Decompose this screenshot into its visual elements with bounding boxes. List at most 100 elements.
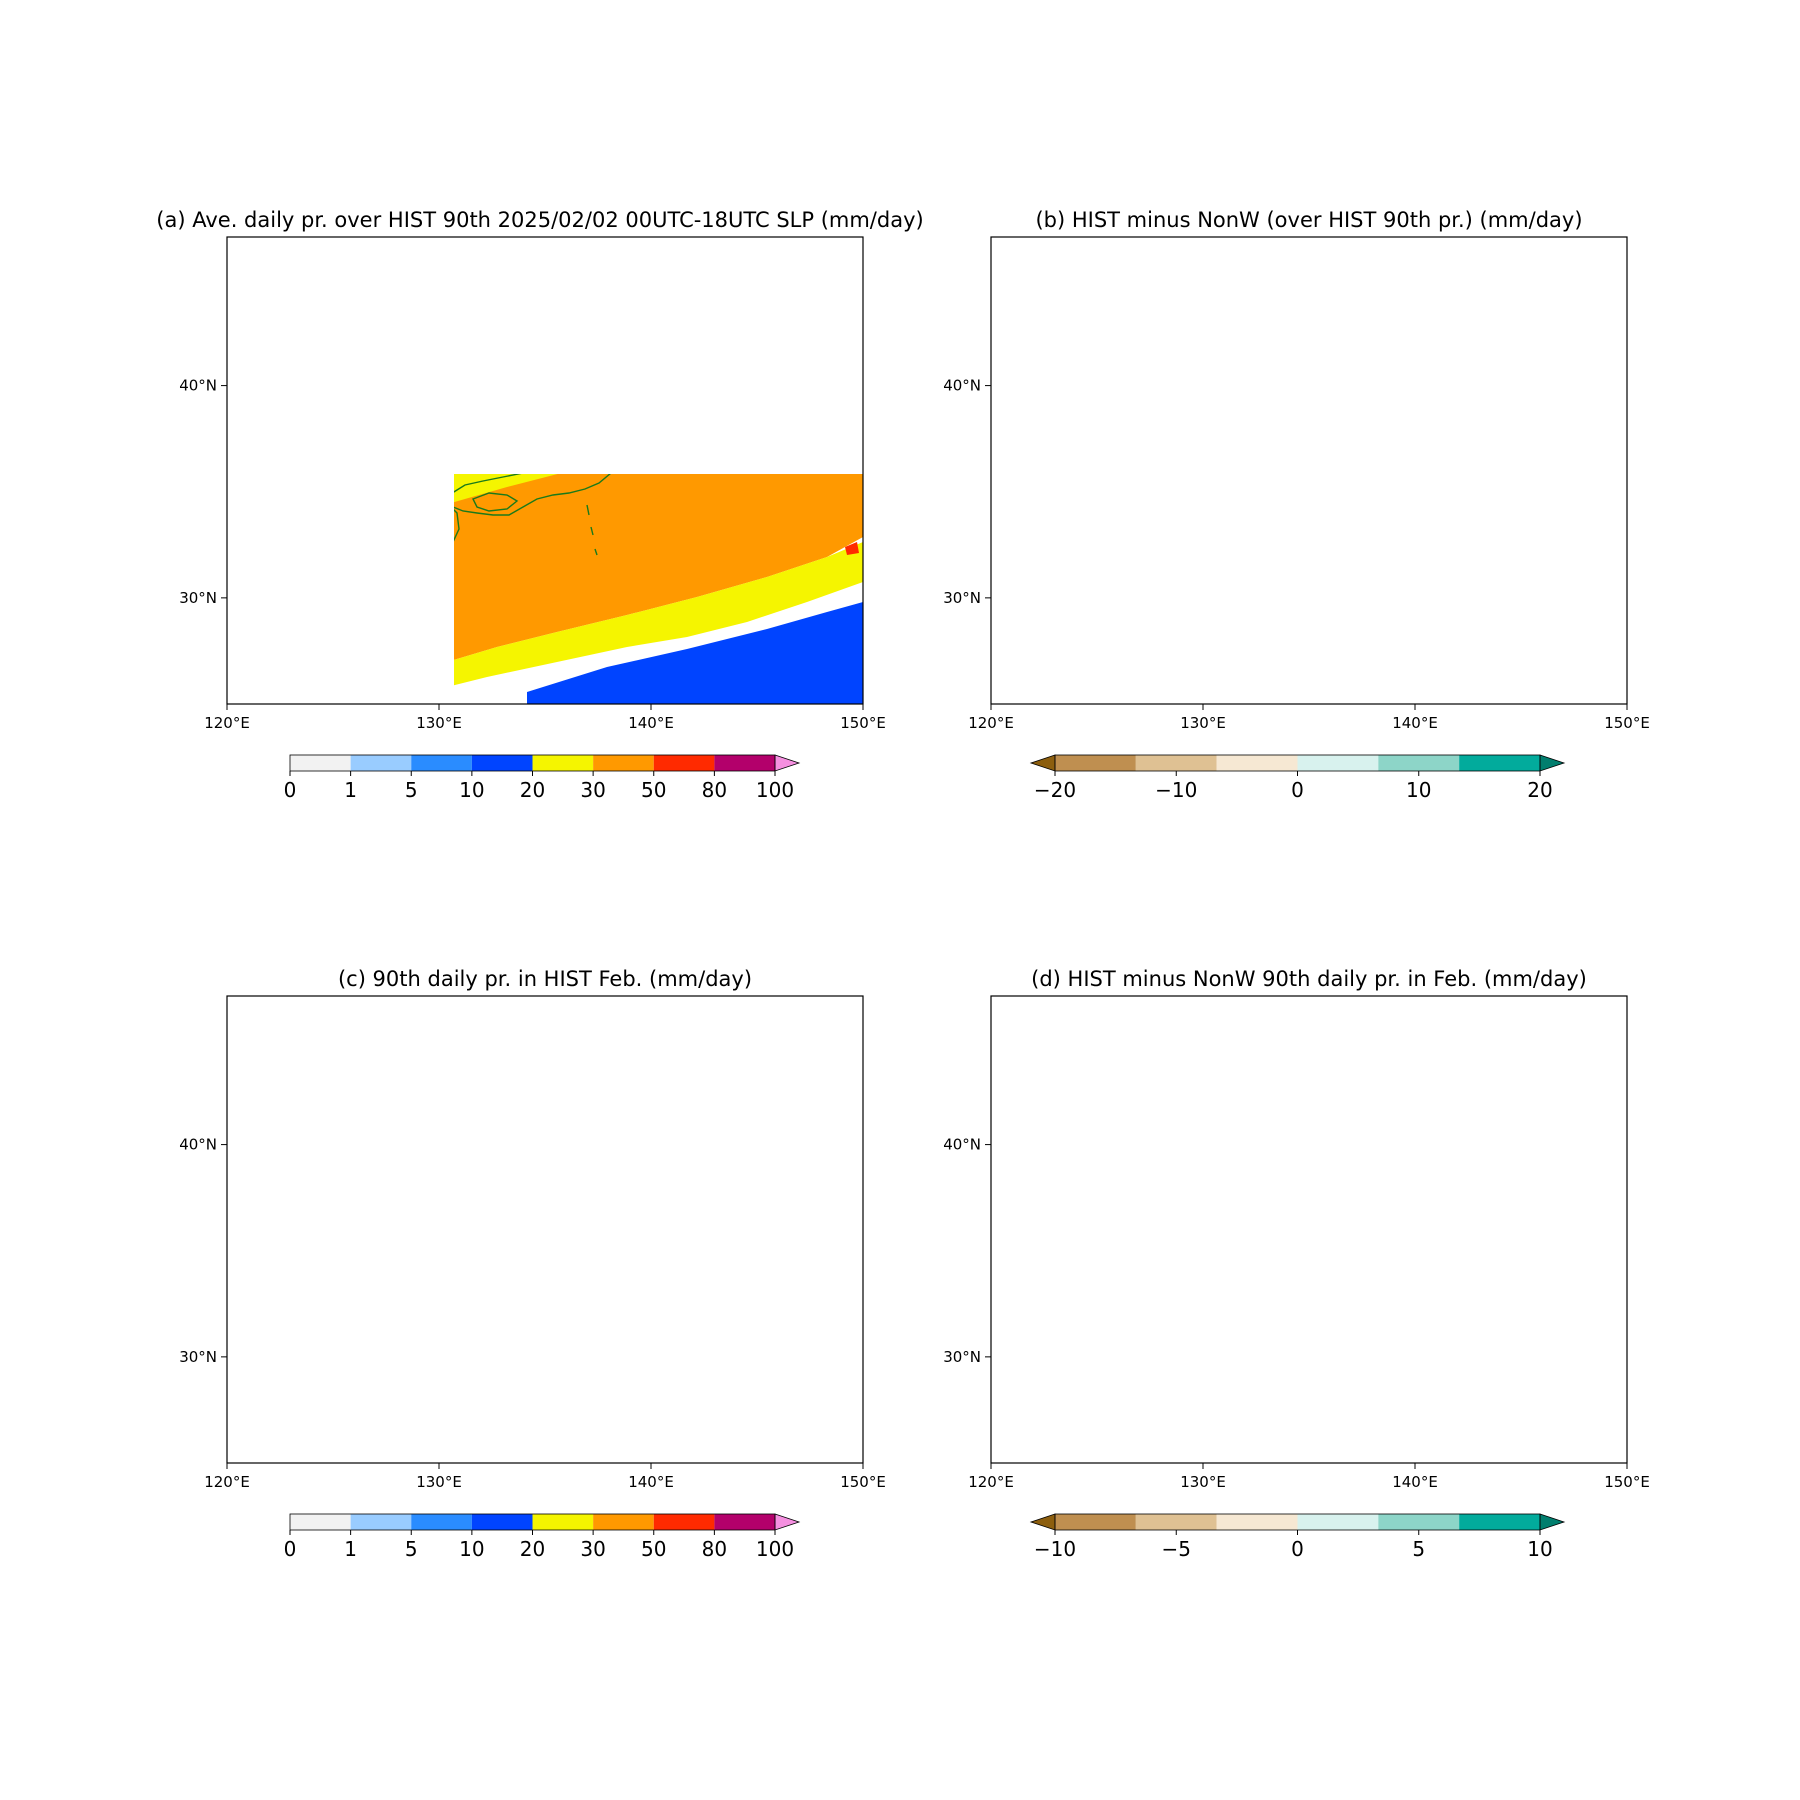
panel-d: (d) HIST minus NonW 90th daily pr. in Fe…: [990, 967, 1628, 1464]
panel-axes: 120°E 130°E 140°E 150°E 40°N 30°N: [943, 377, 1650, 732]
panel-d-difference-field: [991, 996, 1627, 1463]
colorbar-segment: [653, 1514, 715, 1530]
lon-tick-label: 120°E: [204, 1473, 250, 1491]
colorbar-label: 100: [756, 1537, 794, 1561]
colorbar-label: 30: [580, 1537, 605, 1561]
colorbar-segment: [411, 755, 472, 771]
panel-b: (b) HIST minus NonW (over HIST 90th pr.)…: [990, 208, 1628, 705]
colorbar-label: 20: [520, 1537, 545, 1561]
colorbar-label: 100: [756, 778, 794, 802]
lon-tick-label: 130°E: [1180, 714, 1226, 732]
colorbar-segment: [1297, 1514, 1379, 1530]
lon-tick-label: 140°E: [628, 1473, 674, 1491]
lat-tick-label: 30°N: [179, 589, 217, 607]
colorbar-segment: [1378, 1514, 1460, 1530]
lon-tick-label: 140°E: [1392, 714, 1438, 732]
colorbar-label: 5: [405, 778, 418, 802]
colorbar-segment: [1297, 755, 1379, 771]
colorbar-segment: [714, 755, 775, 771]
lat-tick-label: 40°N: [943, 377, 981, 395]
colorbar-segment: [1459, 1514, 1540, 1530]
colorbar-extend-max: [774, 1513, 801, 1531]
panel-d-title: (d) HIST minus NonW 90th daily pr. in Fe…: [1031, 967, 1587, 991]
lat-tick-label: 30°N: [179, 1348, 217, 1366]
colorbar-segment: [1055, 1514, 1136, 1530]
lon-tick-label: 120°E: [968, 714, 1014, 732]
lat-tick-label: 30°N: [943, 1348, 981, 1366]
colorbar-label: 0: [1291, 778, 1304, 802]
lon-tick-label: 140°E: [628, 714, 674, 732]
colorbar-segment: [350, 755, 412, 771]
colorbar-segment: [1378, 755, 1460, 771]
lat-tick-label: 30°N: [943, 589, 981, 607]
colorbar-segment: [1135, 1514, 1217, 1530]
colorbar-extend-min: [1029, 754, 1056, 772]
colorbar-segment: [593, 1514, 654, 1530]
panel-c-coastline: [227, 996, 812, 1463]
colorbar-segment: [532, 1514, 594, 1530]
colorbar-label: 50: [641, 778, 666, 802]
panel-d-frame: [990, 995, 1628, 1464]
lon-tick-label: 120°E: [204, 714, 250, 732]
panel-a: (a) Ave. daily pr. over HIST 90th 2025/0…: [156, 208, 924, 705]
colorbar: −20 −10 0 10 20: [1029, 754, 1566, 802]
panel-b-difference-field: [1001, 292, 1627, 704]
colorbar-segment: [532, 755, 594, 771]
panel-a-title: (a) Ave. daily pr. over HIST 90th 2025/0…: [156, 208, 923, 232]
panel-a-frame: [226, 236, 864, 705]
panel-d-stippling: [991, 996, 1627, 1463]
panel-b-frame: [990, 236, 1628, 705]
colorbar-segment: [290, 1514, 351, 1530]
colorbar: 0 1 5 10 20 30 50 80 100: [284, 754, 801, 802]
colorbar-label: −10: [1034, 1537, 1076, 1561]
colorbar-label: 80: [702, 778, 727, 802]
colorbar-segment: [653, 755, 715, 771]
colorbar-label: 50: [641, 1537, 666, 1561]
colorbar-label: 1: [344, 1537, 357, 1561]
colorbar-segment: [290, 755, 351, 771]
lat-tick-label: 40°N: [179, 1136, 217, 1154]
colorbar-label: 20: [1527, 778, 1552, 802]
panel-c: (c) 90th daily pr. in HIST Feb. (mm/day): [226, 967, 864, 1464]
lon-tick-label: 150°E: [1604, 714, 1650, 732]
colorbar-label: −20: [1034, 778, 1076, 802]
lon-tick-label: 130°E: [1180, 1473, 1226, 1491]
colorbar-segment: [593, 755, 654, 771]
colorbar-segment: [1055, 755, 1136, 771]
panel-a-precip-field: [454, 474, 863, 704]
colorbar-extend-max: [774, 754, 801, 772]
colorbar-segment: [350, 1514, 412, 1530]
colorbar-label: −10: [1155, 778, 1197, 802]
colorbar: −10 −5 0 5 10: [1029, 1513, 1566, 1561]
panel-axes: 120°E 130°E 140°E 150°E 40°N 30°N: [179, 377, 886, 732]
panel-axes: 120°E 130°E 140°E 150°E 40°N 30°N: [179, 1136, 886, 1491]
lon-tick-label: 150°E: [1604, 1473, 1650, 1491]
colorbar-segment: [714, 1514, 775, 1530]
colorbar-segment: [1135, 755, 1217, 771]
colorbar-label: 10: [459, 1537, 484, 1561]
colorbar: 0 1 5 10 20 30 50 80 100: [284, 1513, 801, 1561]
colorbar-label: 0: [284, 778, 297, 802]
colorbar-label: 10: [1527, 1537, 1552, 1561]
colorbar-layer: 0 1 5 10 20 30 50 80 100 −20 −10 0 10 200 1 5 10 20 30 50 80…: [284, 754, 1566, 1561]
colorbar-label: 1: [344, 778, 357, 802]
colorbar-label: −5: [1162, 1537, 1191, 1561]
panel-b-title: (b) HIST minus NonW (over HIST 90th pr.)…: [1035, 208, 1582, 232]
colorbar-label: 10: [1406, 778, 1431, 802]
colorbar-label: 80: [702, 1537, 727, 1561]
colorbar-segment: [1459, 755, 1540, 771]
colorbar-label: 30: [580, 778, 605, 802]
colorbar-label: 10: [459, 778, 484, 802]
colorbar-label: 5: [1412, 1537, 1425, 1561]
lon-tick-label: 120°E: [968, 1473, 1014, 1491]
colorbar-segment: [471, 755, 533, 771]
lon-tick-label: 130°E: [416, 714, 462, 732]
lon-tick-label: 150°E: [840, 1473, 886, 1491]
lon-tick-label: 140°E: [1392, 1473, 1438, 1491]
panel-d-coastline: [991, 996, 1576, 1463]
colorbar-segment: [471, 1514, 533, 1530]
colorbar-label: 0: [284, 1537, 297, 1561]
lon-tick-label: 150°E: [840, 714, 886, 732]
